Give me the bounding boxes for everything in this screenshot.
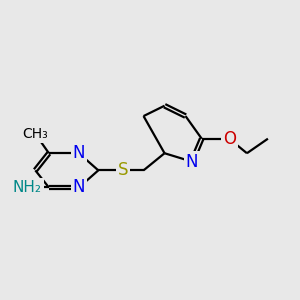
Text: NH₂: NH₂ xyxy=(13,180,42,195)
Text: N: N xyxy=(73,178,85,196)
Text: N: N xyxy=(186,153,198,171)
Text: S: S xyxy=(118,161,128,179)
Text: O: O xyxy=(223,130,236,148)
Text: N: N xyxy=(73,144,85,162)
Text: CH₃: CH₃ xyxy=(22,127,48,141)
